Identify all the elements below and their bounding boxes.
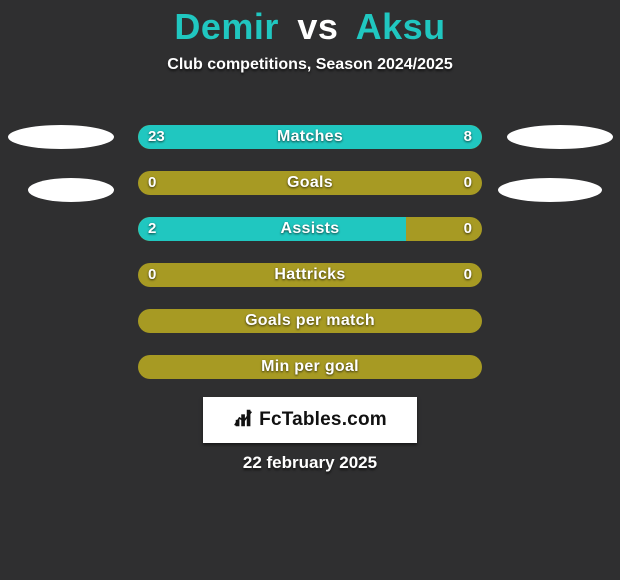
player2-photo-placeholder-top xyxy=(507,125,613,149)
stat-row-right-value: 0 xyxy=(464,171,472,195)
stat-row-left-value: 0 xyxy=(148,171,156,195)
stat-row-right-value: 0 xyxy=(464,217,472,241)
player1-photo-placeholder-bottom xyxy=(28,178,114,202)
stat-row-label: Min per goal xyxy=(138,355,482,379)
stat-row-left-value: 2 xyxy=(148,217,156,241)
title: Demir vs Aksu xyxy=(0,0,620,48)
title-player2: Aksu xyxy=(356,6,446,47)
stat-bars-area: Matches238Goals00Assists20Hattricks00Goa… xyxy=(138,125,482,401)
date: 22 february 2025 xyxy=(0,453,620,473)
stat-row-label: Assists xyxy=(138,217,482,241)
fctables-logo-box: FcTables.com xyxy=(203,397,417,443)
stat-row-label: Goals per match xyxy=(138,309,482,333)
stat-row-label: Goals xyxy=(138,171,482,195)
subtitle: Club competitions, Season 2024/2025 xyxy=(0,56,620,74)
stat-row-label: Hattricks xyxy=(138,263,482,287)
fctables-logo-text: FcTables.com xyxy=(259,409,387,431)
stat-row-right-value: 0 xyxy=(464,263,472,287)
stat-row: Goals per match xyxy=(138,309,482,333)
stat-row: Matches23 8 xyxy=(138,125,482,149)
stat-row-label: Matches xyxy=(138,125,482,149)
stat-row: Hattricks0 0 xyxy=(138,263,482,287)
title-vs: vs xyxy=(297,6,338,47)
stat-row-left-value: 23 xyxy=(148,125,165,149)
stat-row: Assists2 0 xyxy=(138,217,482,241)
title-player1: Demir xyxy=(174,6,279,47)
bar-chart-icon xyxy=(233,407,255,433)
comparison-infographic: Demir vs Aksu Club competitions, Season … xyxy=(0,0,620,580)
player2-photo-placeholder-bottom xyxy=(498,178,602,202)
stat-row: Goals0 0 xyxy=(138,171,482,195)
player1-photo-placeholder-top xyxy=(8,125,114,149)
stat-row: Min per goal xyxy=(138,355,482,379)
stat-row-left-value: 0 xyxy=(148,263,156,287)
stat-row-right-value: 8 xyxy=(464,125,472,149)
